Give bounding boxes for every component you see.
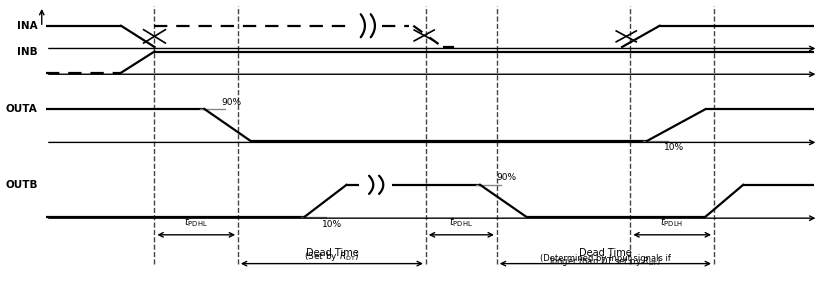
Text: $t_{\mathsf{PDHL}}$: $t_{\mathsf{PDHL}}$ — [185, 215, 208, 229]
Text: OUTB: OUTB — [5, 180, 38, 190]
Text: Dead Time: Dead Time — [306, 248, 358, 258]
Text: 10%: 10% — [321, 220, 342, 229]
Text: $t_{\mathsf{PDHL}}$: $t_{\mathsf{PDHL}}$ — [449, 215, 473, 229]
Text: Dead Time: Dead Time — [579, 248, 632, 258]
Text: (Determined by Input signals if: (Determined by Input signals if — [540, 254, 671, 263]
Text: 10%: 10% — [664, 143, 684, 152]
Text: INB: INB — [17, 46, 38, 57]
Text: (Set by $R_{\mathsf{DT}}$): (Set by $R_{\mathsf{DT}}$) — [305, 250, 359, 263]
Text: 90%: 90% — [221, 98, 241, 107]
Text: $t_{\mathsf{PDLH}}$: $t_{\mathsf{PDLH}}$ — [660, 215, 684, 229]
Text: INA: INA — [17, 21, 38, 31]
Text: longer than DT set by $R_{\mathsf{DT}}$): longer than DT set by $R_{\mathsf{DT}}$) — [549, 255, 661, 268]
Text: 90%: 90% — [497, 173, 517, 182]
Text: OUTA: OUTA — [6, 104, 38, 114]
